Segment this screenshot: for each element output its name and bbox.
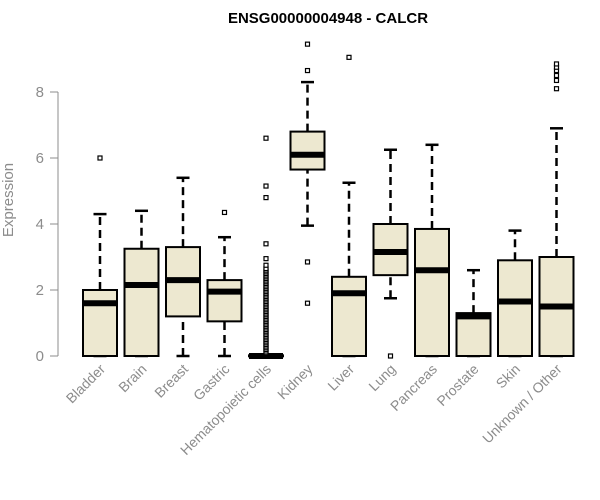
box-breast bbox=[165, 176, 201, 358]
chart-title: ENSG00000004948 - CALCR bbox=[228, 10, 428, 27]
y-tick-label: 8 bbox=[36, 84, 44, 101]
outlier-point bbox=[263, 195, 269, 201]
box-brain bbox=[123, 209, 160, 358]
y-tick-label: 0 bbox=[36, 348, 44, 365]
box-gastric bbox=[206, 209, 243, 358]
box-liver bbox=[331, 54, 367, 358]
iqr-box bbox=[82, 289, 118, 357]
y-tick-label: 6 bbox=[36, 150, 44, 167]
outlier-point bbox=[304, 67, 311, 74]
iqr-box bbox=[206, 279, 243, 323]
iqr-box bbox=[497, 259, 533, 357]
outlier-point bbox=[263, 135, 269, 141]
outlier-point bbox=[263, 241, 269, 247]
outlier-point bbox=[346, 54, 352, 60]
outlier-point bbox=[304, 300, 311, 306]
box-lung bbox=[372, 148, 409, 359]
x-tick-label: Bladder bbox=[63, 361, 109, 407]
x-tick-label: Liver bbox=[324, 361, 357, 394]
box-pancreas bbox=[414, 143, 450, 358]
box-prostate bbox=[455, 268, 492, 358]
outlier-point bbox=[304, 41, 311, 47]
boxes bbox=[82, 41, 575, 359]
outlier-point bbox=[263, 256, 269, 262]
outlier-point bbox=[553, 77, 560, 84]
iqr-box bbox=[123, 247, 160, 357]
x-tick-label: Breast bbox=[151, 361, 191, 401]
iqr-box bbox=[455, 312, 492, 358]
iqr-box bbox=[289, 130, 326, 171]
box-hematopoietic-cells bbox=[248, 135, 284, 359]
outlier-point bbox=[553, 72, 560, 79]
x-tick-label: Lung bbox=[365, 361, 398, 394]
iqr-box bbox=[414, 227, 450, 357]
box-unknown-other bbox=[538, 61, 575, 358]
x-tick-label: Skin bbox=[493, 361, 524, 392]
y-tick-label: 2 bbox=[36, 282, 44, 299]
box-skin bbox=[497, 229, 533, 358]
outlier-point bbox=[97, 155, 103, 161]
box-bladder bbox=[82, 155, 118, 358]
x-tick-label: Kidney bbox=[274, 361, 316, 403]
outlier-point bbox=[553, 61, 560, 67]
outlier-point bbox=[304, 259, 311, 265]
x-tick-label: Unknown / Other bbox=[479, 361, 565, 447]
outlier-point bbox=[221, 209, 228, 216]
outlier-point bbox=[387, 353, 394, 359]
iqr-box bbox=[331, 275, 367, 357]
x-tick-label: Brain bbox=[115, 361, 149, 395]
y-axis-label: Expression bbox=[0, 163, 17, 237]
x-tick-label: Prostate bbox=[433, 361, 481, 409]
outlier-point bbox=[263, 262, 269, 268]
outlier-point bbox=[263, 183, 269, 189]
y-tick-label: 4 bbox=[36, 216, 44, 233]
outlier-point bbox=[553, 86, 560, 92]
y-axis: 0 2 4 6 8 bbox=[36, 84, 59, 365]
box-kidney bbox=[289, 41, 326, 306]
